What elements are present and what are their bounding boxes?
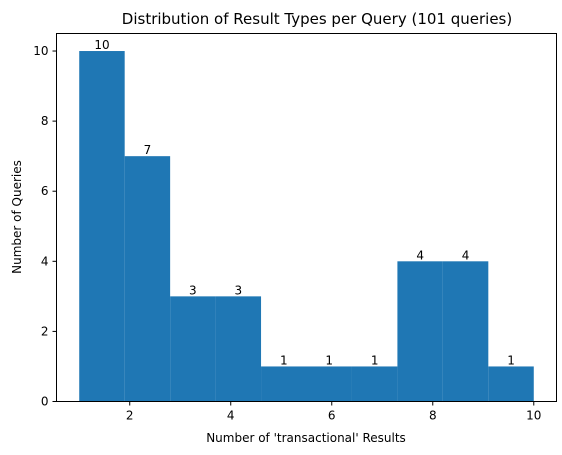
x-tick-label: 2 [126, 409, 134, 423]
bar-value-label: 4 [416, 248, 424, 262]
bar-value-label: 10 [94, 38, 109, 52]
chart-title: Distribution of Result Types per Query (… [122, 10, 512, 28]
bar-value-label: 3 [189, 283, 197, 297]
y-axis-label: Number of Queries [10, 160, 24, 274]
x-axis-ticks: 2 4 6 8 10 [126, 401, 541, 423]
y-tick-label: 8 [41, 114, 49, 128]
bar-value-label: 1 [371, 353, 379, 367]
histogram-bar [261, 366, 307, 402]
x-axis-label: Number of 'transactional' Results [206, 431, 406, 445]
y-tick-label: 10 [33, 44, 48, 58]
bar-value-label: 3 [234, 283, 242, 297]
y-tick-label: 6 [41, 184, 49, 198]
bar-value-label: 1 [507, 353, 515, 367]
y-axis-ticks: 0 2 4 6 8 10 [33, 44, 57, 409]
histogram-bar [351, 366, 398, 402]
bar-value-label: 1 [325, 353, 333, 367]
plot-frame [56, 33, 557, 402]
histogram-bar [124, 156, 171, 402]
x-tick-label: 6 [328, 409, 336, 423]
bar-value-label: 1 [280, 353, 288, 367]
y-tick-label: 2 [41, 324, 49, 338]
histogram-bar [170, 296, 216, 402]
data-labels-group: 10 7 3 3 1 1 1 4 4 1 [94, 38, 515, 367]
x-tick-label: 10 [526, 409, 541, 423]
histogram-bar [488, 366, 534, 402]
bar-value-label: 7 [144, 143, 152, 157]
histogram-bar [397, 261, 443, 402]
histogram-bar [442, 261, 489, 402]
histogram-bar [215, 296, 262, 402]
x-tick-label: 8 [429, 409, 437, 423]
y-tick-label: 4 [41, 254, 49, 268]
bar-value-label: 4 [462, 248, 470, 262]
bars-group [79, 51, 534, 402]
histogram-bar [306, 366, 352, 402]
y-tick-label: 0 [41, 395, 49, 409]
histogram-bar [79, 51, 125, 402]
x-tick-label: 4 [227, 409, 235, 423]
